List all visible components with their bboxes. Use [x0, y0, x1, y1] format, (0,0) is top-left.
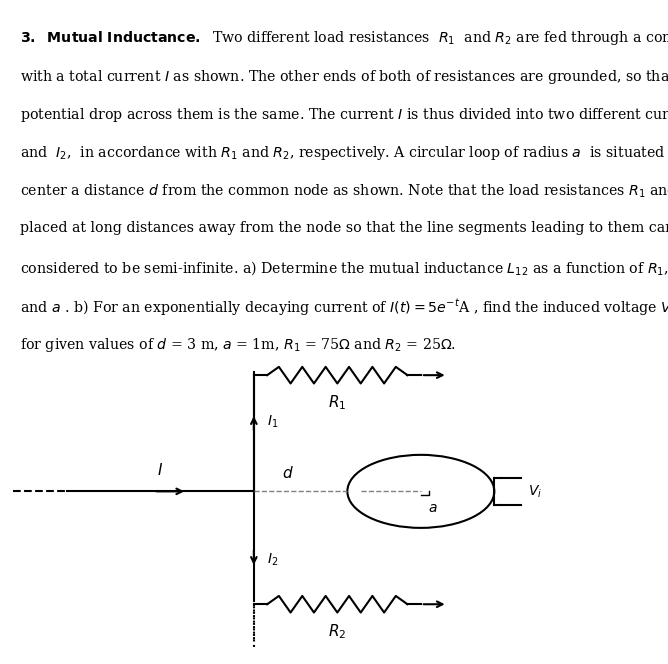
Text: center a distance $d$ from the common node as shown. Note that the load resistan: center a distance $d$ from the common no…: [20, 183, 668, 200]
Text: and $a$ . b) For an exponentially decaying current of $I(t) = 5e^{-t}$A , find t: and $a$ . b) For an exponentially decayi…: [20, 297, 668, 318]
Text: $I_2$: $I_2$: [267, 551, 279, 568]
Text: $\mathbf{3.}$  $\bf{Mutual\ Inductance.}$  Two different load resistances  $R_1$: $\mathbf{3.}$ $\bf{Mutual\ Inductance.}$…: [20, 29, 668, 47]
Text: $V_i$: $V_i$: [528, 483, 542, 499]
Text: $a$: $a$: [428, 501, 437, 515]
Text: placed at long distances away from the node so that the line segments leading to: placed at long distances away from the n…: [20, 221, 668, 235]
Text: and  $I_2$,  in accordance with $R_1$ and $R_2$, respectively. A circular loop o: and $I_2$, in accordance with $R_1$ and …: [20, 144, 668, 162]
Text: $I_1$: $I_1$: [267, 414, 279, 430]
Text: considered to be semi-infinite. a) Determine the mutual inductance $L_{12}$ as a: considered to be semi-infinite. a) Deter…: [20, 259, 668, 277]
Text: $R_2$: $R_2$: [328, 623, 347, 641]
Text: $R_1$: $R_1$: [328, 393, 347, 412]
Text: potential drop across them is the same. The current $I$ is thus divided into two: potential drop across them is the same. …: [20, 106, 668, 124]
Text: for given values of $d$ = 3 m, $a$ = 1m, $R_1$ = 75$\Omega$ and $R_2$ = 25$\Omeg: for given values of $d$ = 3 m, $a$ = 1m,…: [20, 336, 456, 354]
Text: $d$: $d$: [282, 465, 294, 481]
Text: with a total current $I$ as shown. The other ends of both of resistances are gro: with a total current $I$ as shown. The o…: [20, 68, 668, 86]
Text: $I$: $I$: [157, 462, 164, 478]
